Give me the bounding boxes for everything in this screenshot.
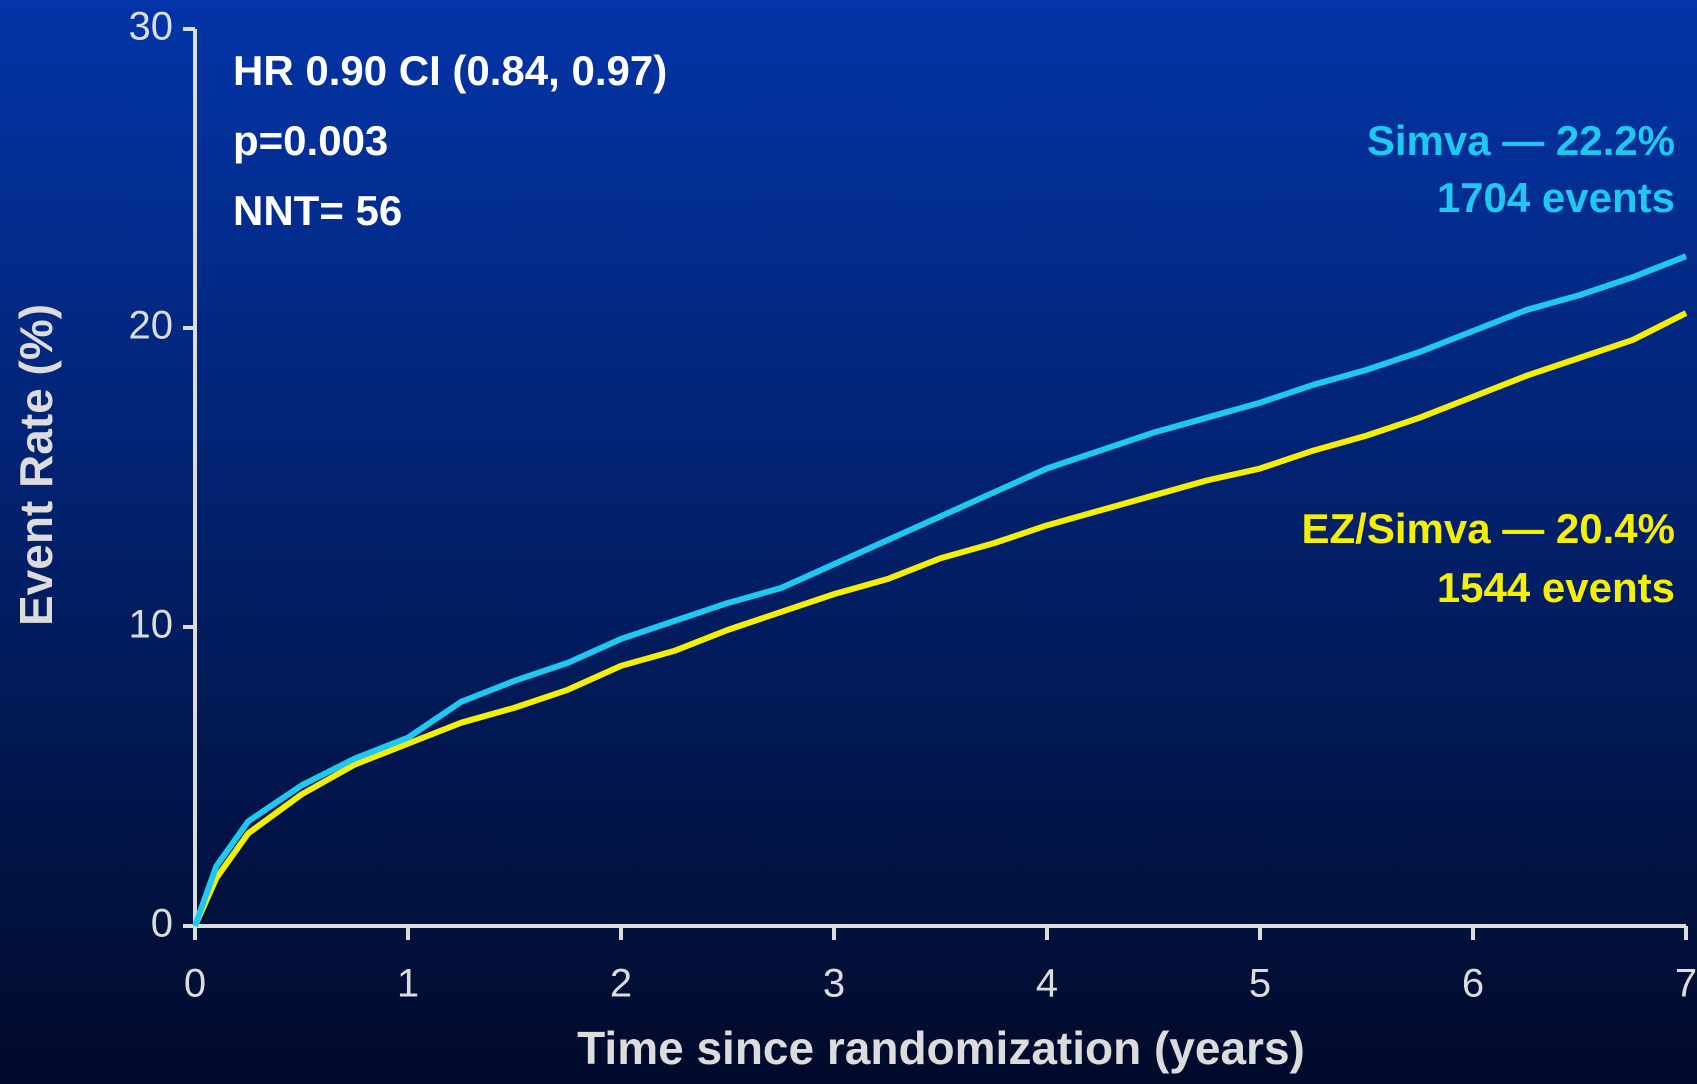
series-label: Simva — 22.2%	[1367, 117, 1675, 164]
x-tick-label: 6	[1462, 962, 1484, 1006]
series-line	[192, 310, 1688, 928]
series-events: 1704 events	[1437, 174, 1675, 221]
x-tick-label: 7	[1675, 962, 1697, 1006]
y-tick-label: 30	[129, 5, 174, 49]
series-label: EZ/Simva — 20.4%	[1301, 505, 1675, 552]
annotation: p=0.003	[233, 117, 388, 164]
x-axis-title: Time since randomization (years)	[577, 1022, 1305, 1074]
y-tick-label: 0	[151, 902, 173, 946]
y-axis-title: Event Rate (%)	[10, 304, 62, 626]
series-line	[192, 253, 1688, 928]
x-tick-label: 5	[1249, 962, 1271, 1006]
y-tick-label: 10	[129, 603, 174, 647]
x-tick-label: 1	[397, 962, 419, 1006]
x-tick-label: 3	[823, 962, 845, 1006]
x-tick-label: 4	[1036, 962, 1058, 1006]
x-tick-label: 0	[184, 962, 206, 1006]
series-events: 1544 events	[1437, 564, 1675, 611]
x-tick-label: 2	[610, 962, 632, 1006]
y-tick-label: 20	[129, 304, 174, 348]
annotation: NNT= 56	[233, 187, 402, 234]
annotation: HR 0.90 CI (0.84, 0.97)	[233, 47, 667, 94]
